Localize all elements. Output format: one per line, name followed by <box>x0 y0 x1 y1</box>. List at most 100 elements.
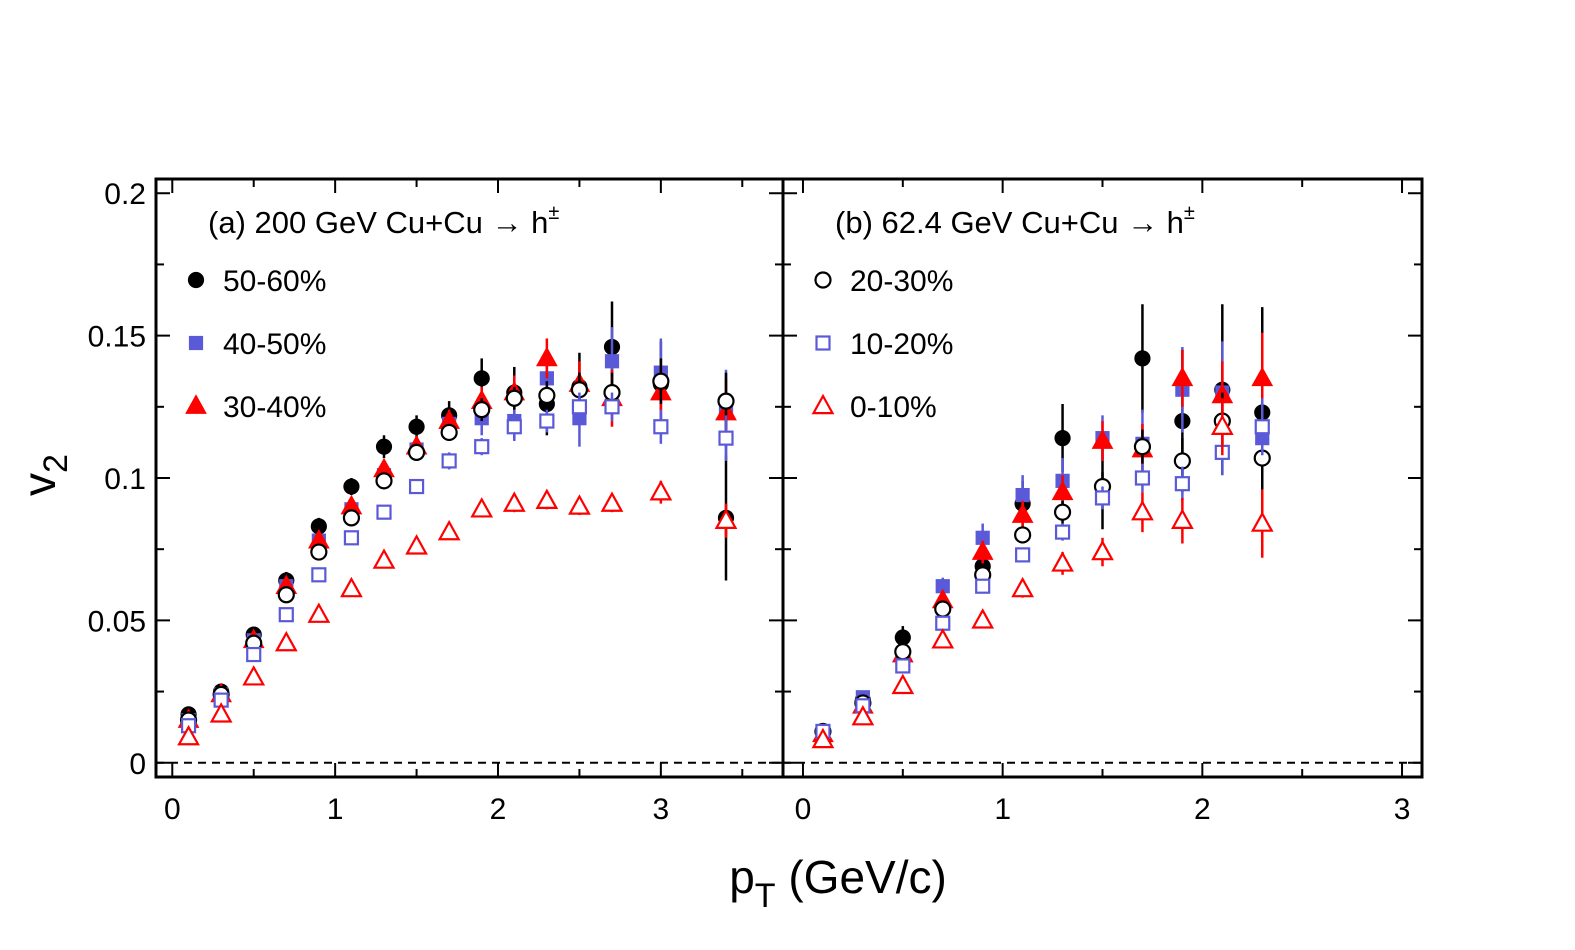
data-point <box>935 615 951 631</box>
x-tick-label: 0 <box>164 793 181 826</box>
data-point <box>1133 438 1152 456</box>
data-point <box>177 724 200 746</box>
data-point <box>604 354 620 369</box>
data-point <box>1051 551 1074 572</box>
data-point <box>894 643 912 661</box>
x-tick-label: 2 <box>1194 793 1211 826</box>
data-point <box>505 389 523 407</box>
data-point <box>441 453 457 469</box>
data-point <box>1171 508 1194 529</box>
data-point <box>1011 503 1034 523</box>
x-tick-label: 3 <box>1394 793 1411 826</box>
data-point <box>971 608 995 629</box>
x-tick-label: 0 <box>795 793 812 826</box>
data-point <box>891 673 915 695</box>
x-tick-label: 1 <box>327 793 344 826</box>
x-axis-title-main: p <box>729 851 755 903</box>
x-axis-title-sub: T <box>755 877 776 915</box>
data-point <box>372 548 396 569</box>
data-point <box>506 419 522 435</box>
data-point <box>714 508 738 529</box>
y-axis-title-main: v <box>13 473 65 496</box>
series-0-10pct <box>177 479 738 746</box>
data-point <box>342 509 361 527</box>
y-tick-label: 0.15 <box>88 321 146 354</box>
data-point <box>1014 526 1032 544</box>
data-point <box>1173 452 1191 470</box>
legend-marker <box>811 393 835 415</box>
data-point <box>310 543 328 561</box>
data-point <box>604 399 620 415</box>
data-point <box>1171 366 1194 387</box>
data-point <box>1015 487 1030 503</box>
x-tick-label: 3 <box>653 793 670 826</box>
legend-marker <box>187 271 205 289</box>
data-point <box>895 658 911 674</box>
data-point <box>1210 414 1234 435</box>
data-point <box>307 602 331 623</box>
x-tick-label: 1 <box>994 793 1011 826</box>
data-point <box>971 540 994 560</box>
data-point <box>473 370 490 387</box>
legend-marker <box>815 335 831 351</box>
data-point <box>408 478 425 495</box>
legend-entry: 30-40% <box>185 391 326 424</box>
data-point <box>934 600 952 618</box>
data-point <box>343 530 360 546</box>
data-point <box>851 704 875 726</box>
panel-title: (b) 62.4 GeV Cu+Cu → h± <box>835 202 1195 240</box>
data-point <box>1091 539 1114 561</box>
data-point <box>1015 547 1031 563</box>
y-tick-label: 0.05 <box>88 605 146 638</box>
y-tick-label: 0.2 <box>104 178 146 211</box>
data-point <box>278 607 294 623</box>
data-point <box>811 727 835 749</box>
data-point <box>1054 524 1071 540</box>
data-point <box>242 665 266 686</box>
data-point <box>340 576 363 598</box>
data-point <box>649 479 673 501</box>
data-point <box>375 472 393 490</box>
data-point <box>894 629 911 646</box>
legend-label: 40-50% <box>223 328 326 361</box>
data-point <box>440 423 458 442</box>
data-point <box>1251 366 1274 387</box>
data-point <box>274 630 298 652</box>
data-point <box>1174 476 1190 492</box>
data-point <box>653 419 669 435</box>
data-point <box>375 438 393 455</box>
data-point <box>718 430 734 446</box>
data-point <box>1254 419 1270 435</box>
legend-label: 20-30% <box>850 265 953 298</box>
y-axis-title-sub: 2 <box>37 454 75 473</box>
series-10-20pct <box>815 398 1270 740</box>
data-point <box>343 478 360 495</box>
data-point <box>717 392 735 410</box>
x-axis-title: pT (GeV/c) <box>729 851 947 915</box>
legend-label: 0-10% <box>850 391 937 424</box>
data-point <box>1250 511 1274 532</box>
legend-label: 10-20% <box>850 328 953 361</box>
x-tick-label: 2 <box>490 793 507 826</box>
legend-label: 30-40% <box>223 391 326 424</box>
data-point <box>246 646 262 663</box>
data-point <box>209 702 233 723</box>
data-point <box>311 567 327 583</box>
series-20-30pct <box>814 392 1271 741</box>
data-point <box>405 534 428 555</box>
panel-title-superscript: ± <box>548 202 559 224</box>
legend-marker <box>188 335 204 351</box>
data-point <box>1051 480 1074 501</box>
data-point <box>1134 350 1151 367</box>
panel-a-200gev: 0 1 2 3 0 0.05 0.1 0.15 0.2 (a) 200 GeV Cu+Cu → h… <box>88 177 785 826</box>
data-point <box>600 491 624 512</box>
series-0-10pct <box>811 398 1274 749</box>
panel-title: (a) 200 GeV Cu+Cu → h± <box>208 202 559 240</box>
data-point <box>1134 470 1151 486</box>
data-point <box>1011 576 1034 598</box>
data-point <box>568 494 591 515</box>
data-point <box>931 628 955 649</box>
legend-label: 50-60% <box>223 265 326 298</box>
series-50-60pct <box>180 301 735 723</box>
